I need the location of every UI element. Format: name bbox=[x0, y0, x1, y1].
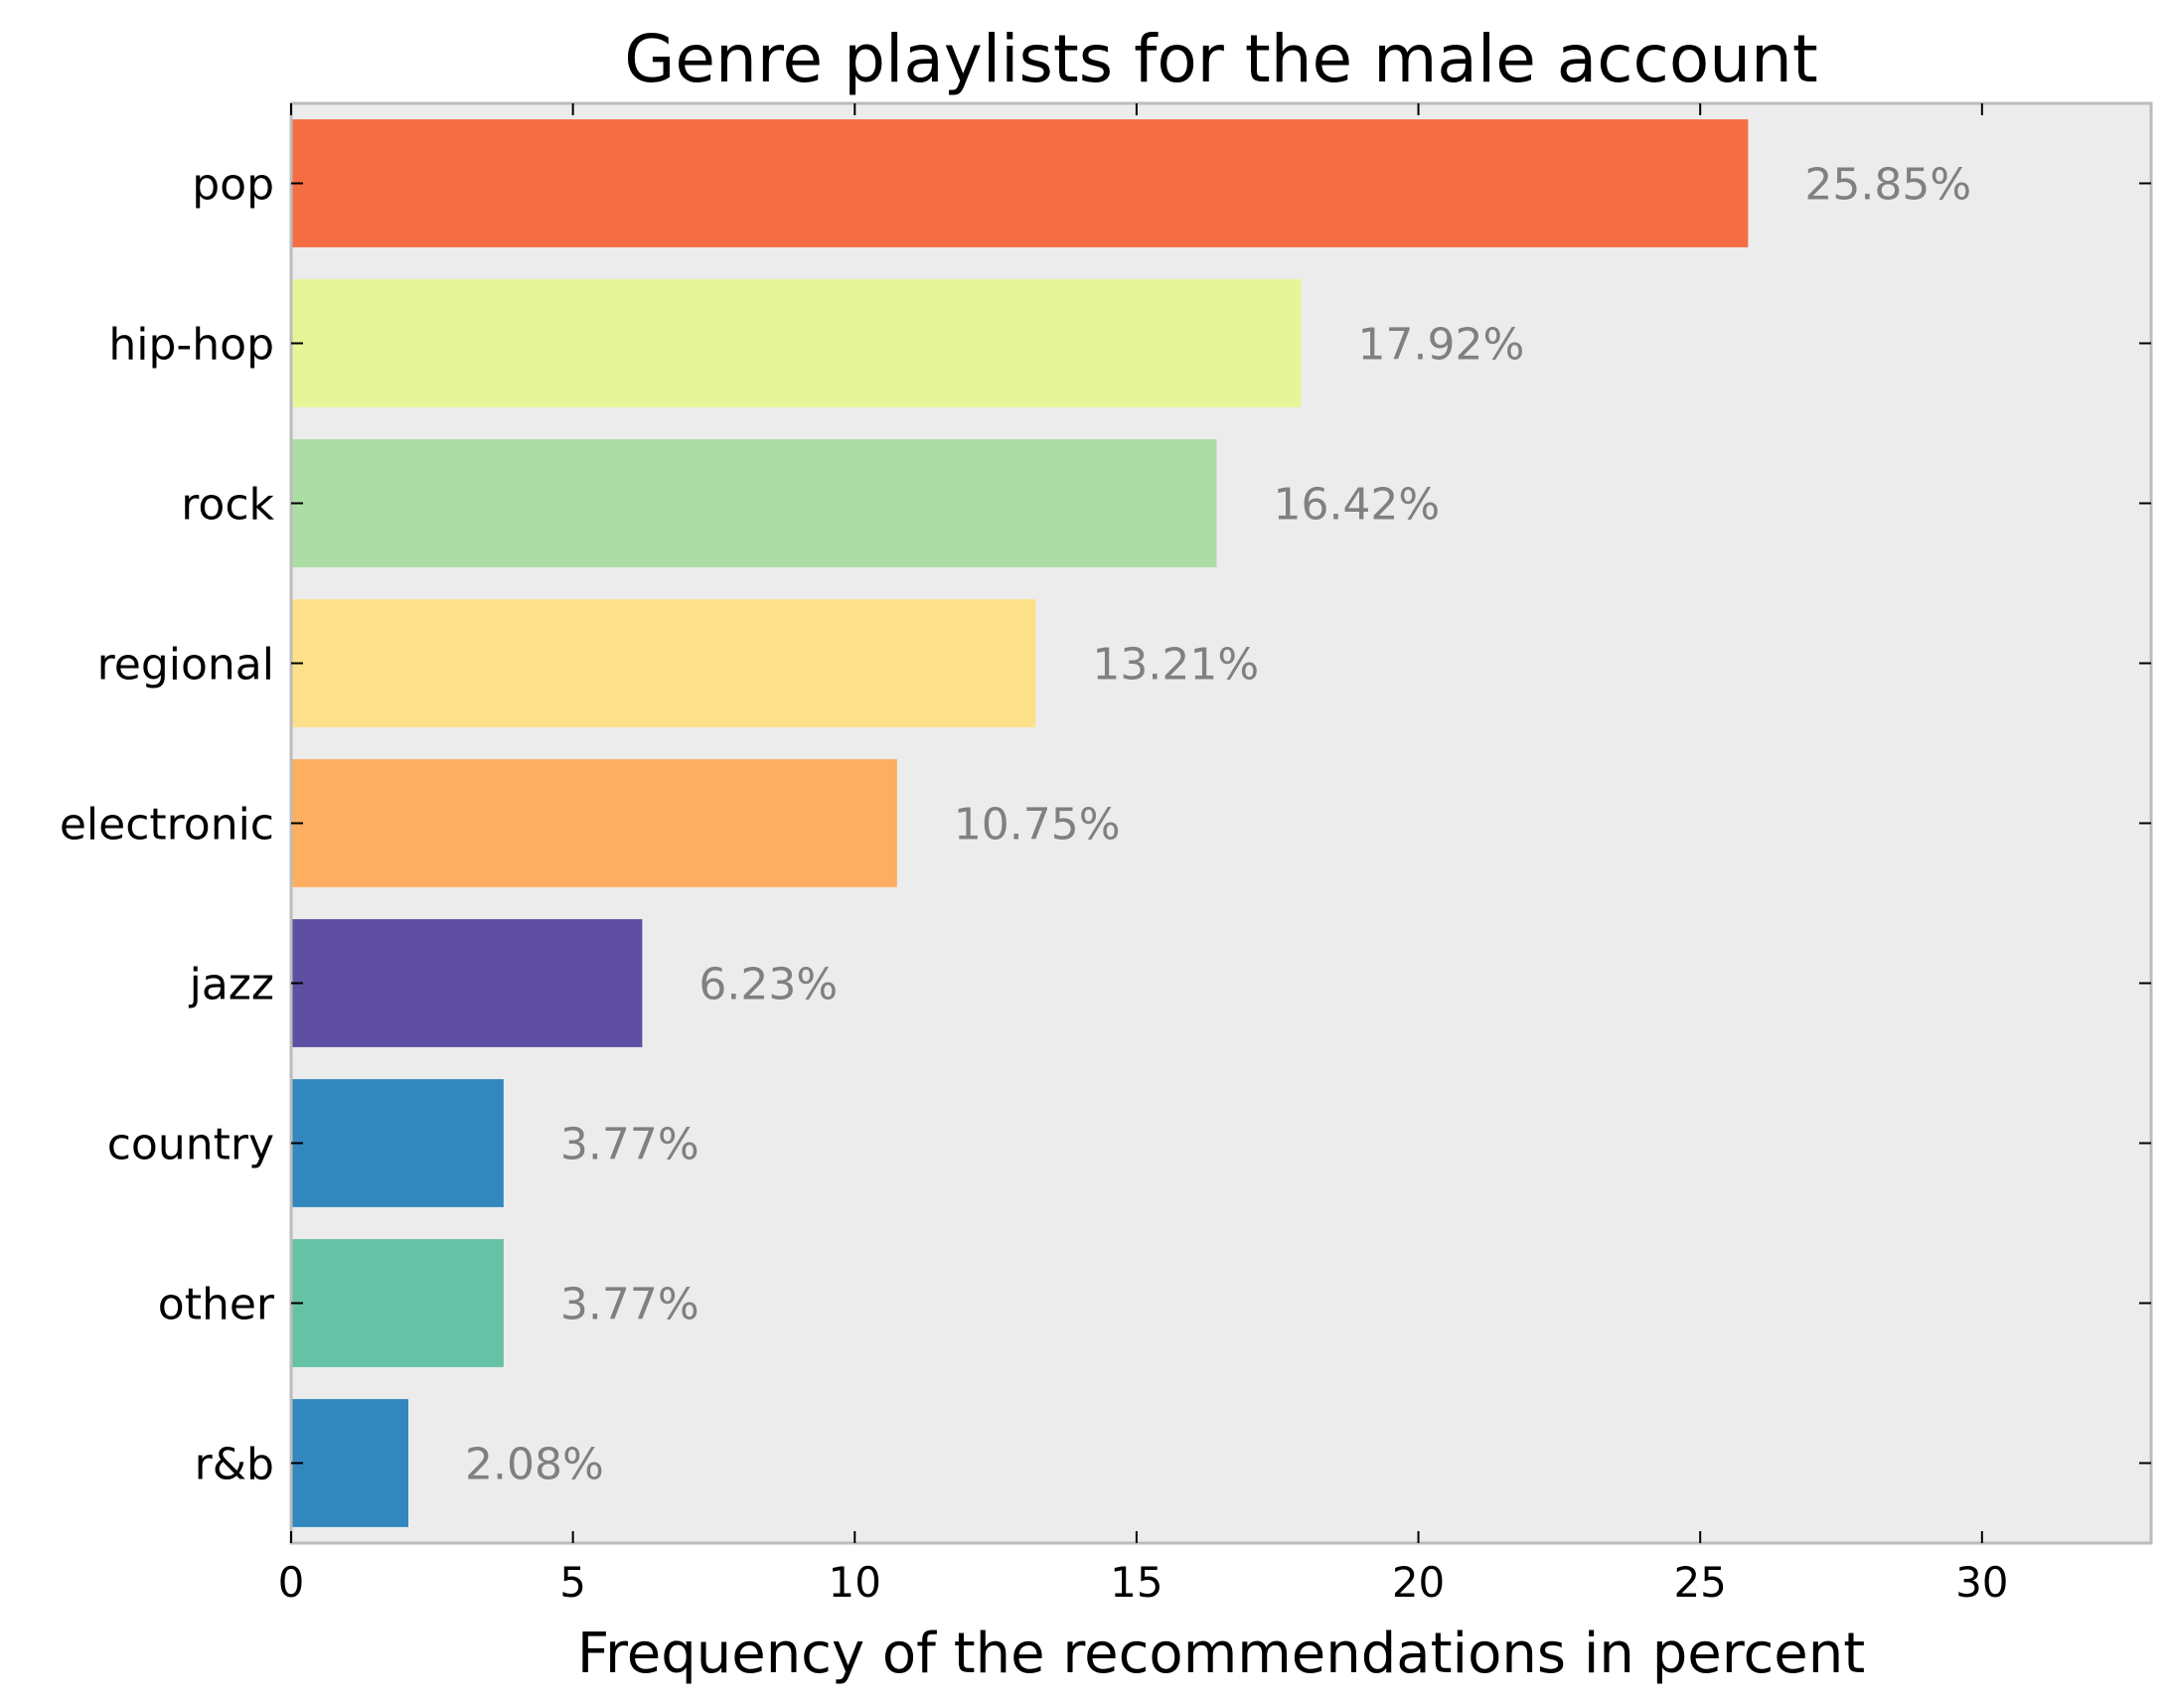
bar-rock bbox=[291, 439, 1217, 567]
value-label-r&b: 2.08% bbox=[465, 1440, 604, 1490]
category-label-regional: regional bbox=[97, 640, 274, 691]
category-label-rock: rock bbox=[181, 480, 274, 531]
bar-electronic bbox=[291, 759, 897, 887]
category-label-other: other bbox=[158, 1280, 275, 1330]
value-label-country: 3.77% bbox=[560, 1120, 699, 1170]
chart-title: Genre playlists for the male account bbox=[624, 21, 1818, 97]
bar-pop bbox=[291, 119, 1749, 247]
bar-country bbox=[291, 1079, 504, 1207]
value-label-rock: 16.42% bbox=[1273, 480, 1440, 531]
bar-jazz bbox=[291, 919, 643, 1047]
bar-regional bbox=[291, 599, 1036, 727]
category-label-country: country bbox=[107, 1120, 274, 1170]
category-label-pop: pop bbox=[192, 160, 274, 211]
bar-other bbox=[291, 1239, 504, 1367]
x-tick-label: 10 bbox=[829, 1558, 881, 1607]
value-label-other: 3.77% bbox=[560, 1280, 699, 1330]
value-label-electronic: 10.75% bbox=[954, 800, 1121, 851]
value-label-jazz: 6.23% bbox=[698, 960, 838, 1010]
value-label-regional: 13.21% bbox=[1092, 640, 1259, 691]
x-tick-label: 0 bbox=[278, 1558, 305, 1607]
x-axis-label: Frequency of the recommendations in perc… bbox=[577, 1622, 1865, 1686]
bar-hip-hop bbox=[291, 279, 1302, 407]
bar-r&b bbox=[291, 1399, 408, 1527]
category-label-electronic: electronic bbox=[60, 800, 274, 851]
value-label-pop: 25.85% bbox=[1804, 160, 1971, 211]
x-tick-label: 15 bbox=[1110, 1558, 1162, 1607]
x-tick-label: 30 bbox=[1955, 1558, 2008, 1607]
x-tick-label: 25 bbox=[1673, 1558, 1726, 1607]
category-label-hip-hop: hip-hop bbox=[108, 320, 274, 371]
category-label-jazz: jazz bbox=[189, 960, 274, 1010]
value-label-hip-hop: 17.92% bbox=[1358, 320, 1525, 371]
x-tick-label: 5 bbox=[559, 1558, 586, 1607]
x-tick-label: 20 bbox=[1392, 1558, 1445, 1607]
category-label-r&b: r&b bbox=[195, 1440, 274, 1490]
